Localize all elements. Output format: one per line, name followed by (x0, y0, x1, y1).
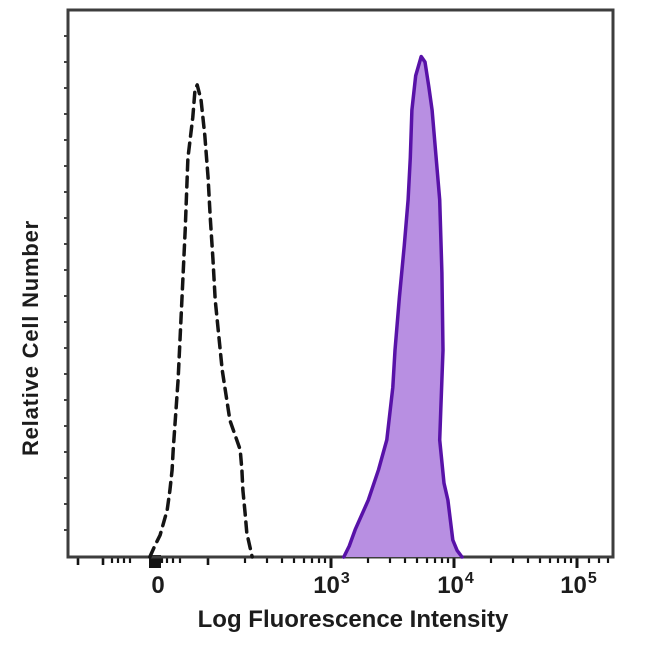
stained-sample-histogram (342, 54, 464, 559)
tick-value: 0 (151, 572, 165, 599)
x-tick-label-zero: 0 (151, 571, 164, 600)
tick-exponent: 3 (340, 570, 350, 587)
tick-exponent: 5 (587, 570, 597, 587)
tick-value: 10 (313, 572, 340, 599)
x-tick-label-1e4: 104 (437, 570, 474, 600)
plot-frame (66, 8, 615, 559)
x-tick-label-1e3: 103 (313, 570, 350, 600)
x-tick-label-1e5: 105 (560, 570, 597, 600)
tick-value: 10 (437, 572, 464, 599)
negative-control-histogram (148, 83, 254, 559)
tick-exponent: 4 (464, 570, 474, 587)
tick-value: 10 (560, 572, 587, 599)
x-axis-label: Log Fluorescence Intensity (197, 606, 509, 633)
stained-sample-histogram-fill (343, 56, 462, 557)
y-axis-label: Relative Cell Number (18, 219, 43, 457)
